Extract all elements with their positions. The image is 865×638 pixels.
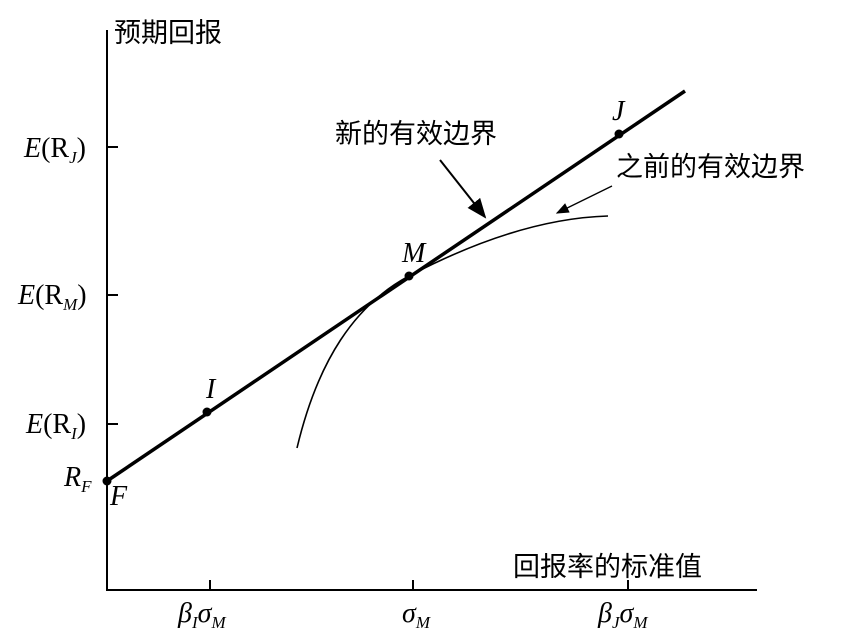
point-label: I (205, 374, 217, 405)
x-label: σM (402, 598, 431, 632)
y-label: E(RM) (17, 280, 87, 314)
y-label: E(RI) (25, 409, 86, 443)
y-label: RF (63, 462, 92, 496)
point-label: F (109, 481, 128, 512)
arrow (555, 185, 613, 214)
old-frontier (296, 215, 609, 449)
axes (106, 30, 757, 591)
x-label: βJσM (597, 598, 648, 632)
annotation: 之前的有效边界 (616, 152, 805, 183)
point-label: J (612, 96, 626, 127)
x-axis-label: 回报率的标准值 (513, 552, 702, 583)
y-label: E(RJ) (23, 133, 86, 167)
y-axis-label: 预期回报 (114, 18, 222, 49)
annotation: 新的有效边界 (335, 119, 497, 150)
x-label: βIσM (177, 598, 226, 632)
new-frontier (106, 89, 686, 483)
point-label: M (401, 238, 427, 269)
arrow (439, 159, 487, 219)
points (102, 129, 624, 486)
